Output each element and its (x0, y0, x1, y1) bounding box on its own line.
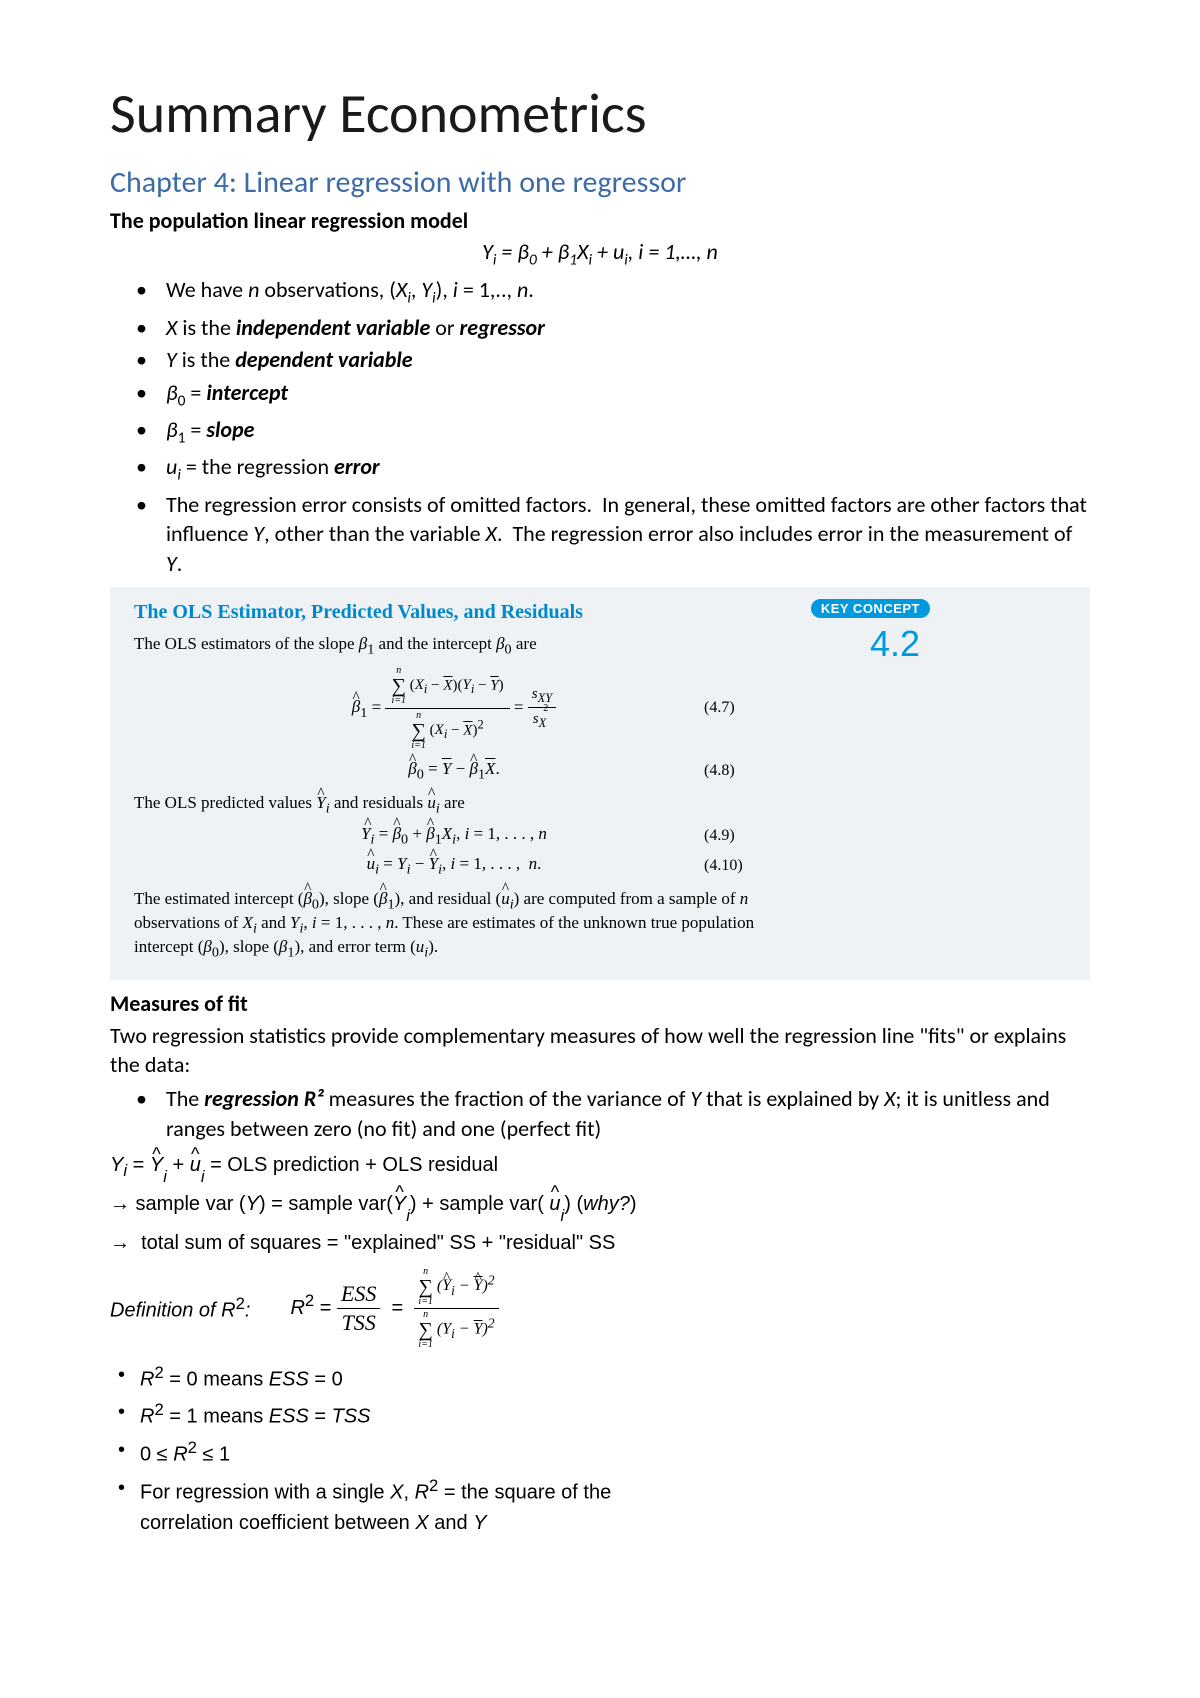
eq-number: (4.9) (704, 827, 735, 845)
r2-formula: R2 = ESS TSS = n∑i=1 (Yi − Y)2 n∑i=1 (Yi… (290, 1267, 498, 1350)
r2-label: Definition of R2: (110, 1294, 250, 1323)
keybox-mid: The OLS predicted values Yi and residual… (134, 793, 1066, 817)
section2-bullets: The regression R² measures the fraction … (110, 1084, 1090, 1143)
r2-properties: R2 = 0 means ESS = 0 R2 = 1 means ESS = … (110, 1360, 1090, 1540)
list-item: β1 = slope (166, 415, 1090, 449)
list-item: R2 = 1 means ESS = TSS (140, 1397, 1090, 1433)
r2-definition: Definition of R2: R2 = ESS TSS = n∑i=1 (… (110, 1267, 1090, 1350)
derivation-line: Yi = Yi + ui = OLS prediction + OLS resi… (110, 1149, 1090, 1185)
eq-number: (4.10) (704, 857, 743, 875)
list-item: ui = the regression error (166, 452, 1090, 486)
section1-bullets: We have n observations, (Xi, Yi), i = 1,… (110, 275, 1090, 578)
list-item: X is the independent variable or regress… (166, 313, 1090, 343)
keybox-footer: The estimated intercept (β0), slope (β1)… (134, 889, 774, 962)
r2-derivation: Yi = Yi + ui = OLS prediction + OLS resi… (110, 1149, 1090, 1258)
derivation-line: → total sum of squares = "explained" SS … (110, 1227, 1090, 1259)
list-item: β0 = intercept (166, 378, 1090, 412)
population-model-equation: Yi = β0 + β1Xi + ui, i = 1,…, n (110, 238, 1090, 269)
list-item: Y is the dependent variable (166, 345, 1090, 375)
key-concept-box: KEY CONCEPT 4.2 The OLS Estimator, Predi… (110, 587, 1090, 980)
chapter-heading: Chapter 4: Linear regression with one re… (110, 164, 1090, 201)
list-item: The regression error consists of omitted… (166, 490, 1090, 579)
equation-4-7: β1 = n∑i=1 (Xi − X)(Yi − Y) n∑i=1 (Xi − … (134, 664, 1066, 753)
list-item: 0 ≤ R2 ≤ 1 (140, 1435, 1090, 1471)
eq-number: (4.8) (704, 762, 735, 780)
key-concept-badge: KEY CONCEPT (811, 599, 930, 618)
list-item: For regression with a single X, R2 = the… (140, 1473, 1090, 1540)
section1-heading: The population linear regression model (110, 207, 1090, 234)
section2-intro: Two regression statistics provide comple… (110, 1021, 1090, 1080)
list-item: R2 = 0 means ESS = 0 (140, 1360, 1090, 1396)
section2-heading: Measures of fit (110, 990, 1090, 1017)
derivation-line: → sample var (Y) = sample var(Yi) + samp… (110, 1188, 1090, 1224)
keybox-intro: The OLS estimators of the slope β1 and t… (134, 634, 1066, 658)
key-concept-number: 4.2 (870, 623, 920, 665)
list-item: We have n observations, (Xi, Yi), i = 1,… (166, 275, 1090, 309)
eq-number: (4.7) (704, 699, 735, 717)
equation-4-9: Yi = β0 + β1Xi, i = 1, . . . , n (4.9) (134, 824, 1066, 848)
list-item: The regression R² measures the fraction … (166, 1084, 1090, 1143)
equation-4-10: ui = Yi − Yi, i = 1, . . . , n. (4.10) (134, 854, 1066, 878)
equation-4-8: β0 = Y − β1X. (4.8) (134, 759, 1066, 783)
page-title: Summary Econometrics (110, 80, 1090, 148)
